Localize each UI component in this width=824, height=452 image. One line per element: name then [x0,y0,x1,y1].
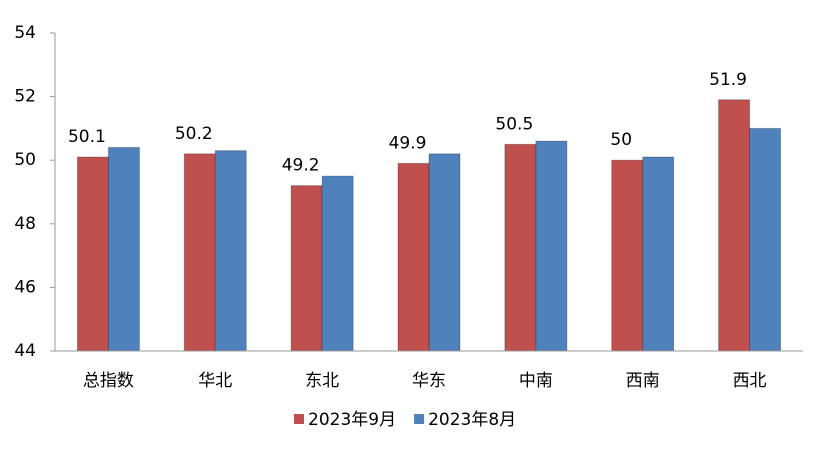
legend-swatch [294,414,304,424]
bar [321,175,354,352]
data-label: 51.9 [709,70,747,90]
data-label: 50.2 [175,124,213,144]
x-tick-label: 华北 [198,371,232,391]
x-tick-label: 总指数 [83,371,134,391]
data-label: 50.1 [68,127,106,147]
y-tick-label: 46 [14,277,36,297]
bar [183,153,216,352]
y-tick-label: 52 [14,87,36,107]
bar [642,156,675,352]
bar [535,140,568,352]
legend-label: 2023年9月 [308,410,396,430]
data-label: 49.9 [389,133,427,153]
bar [214,150,247,352]
x-tick-label: 西南 [626,371,660,391]
bar [504,143,537,352]
bar [428,153,461,352]
x-tick-label: 华东 [412,371,446,391]
legend-swatch [414,414,425,424]
y-tick-label: 44 [14,341,36,361]
bar [76,156,109,352]
bar [107,146,140,352]
bar [397,162,430,352]
y-tick-label: 48 [14,214,36,234]
x-tick-label: 中南 [519,371,553,391]
bar [749,127,782,352]
y-tick-label: 54 [14,23,36,43]
legend-label: 2023年8月 [428,410,516,430]
data-label: 50.5 [495,114,533,134]
bar [718,99,751,352]
data-label: 50 [610,130,632,150]
bar [611,159,644,352]
x-tick-label: 西北 [733,371,767,391]
y-tick-label: 50 [14,150,36,170]
bar [290,185,323,352]
x-tick-label: 东北 [305,371,339,391]
data-label: 49.2 [282,156,320,176]
